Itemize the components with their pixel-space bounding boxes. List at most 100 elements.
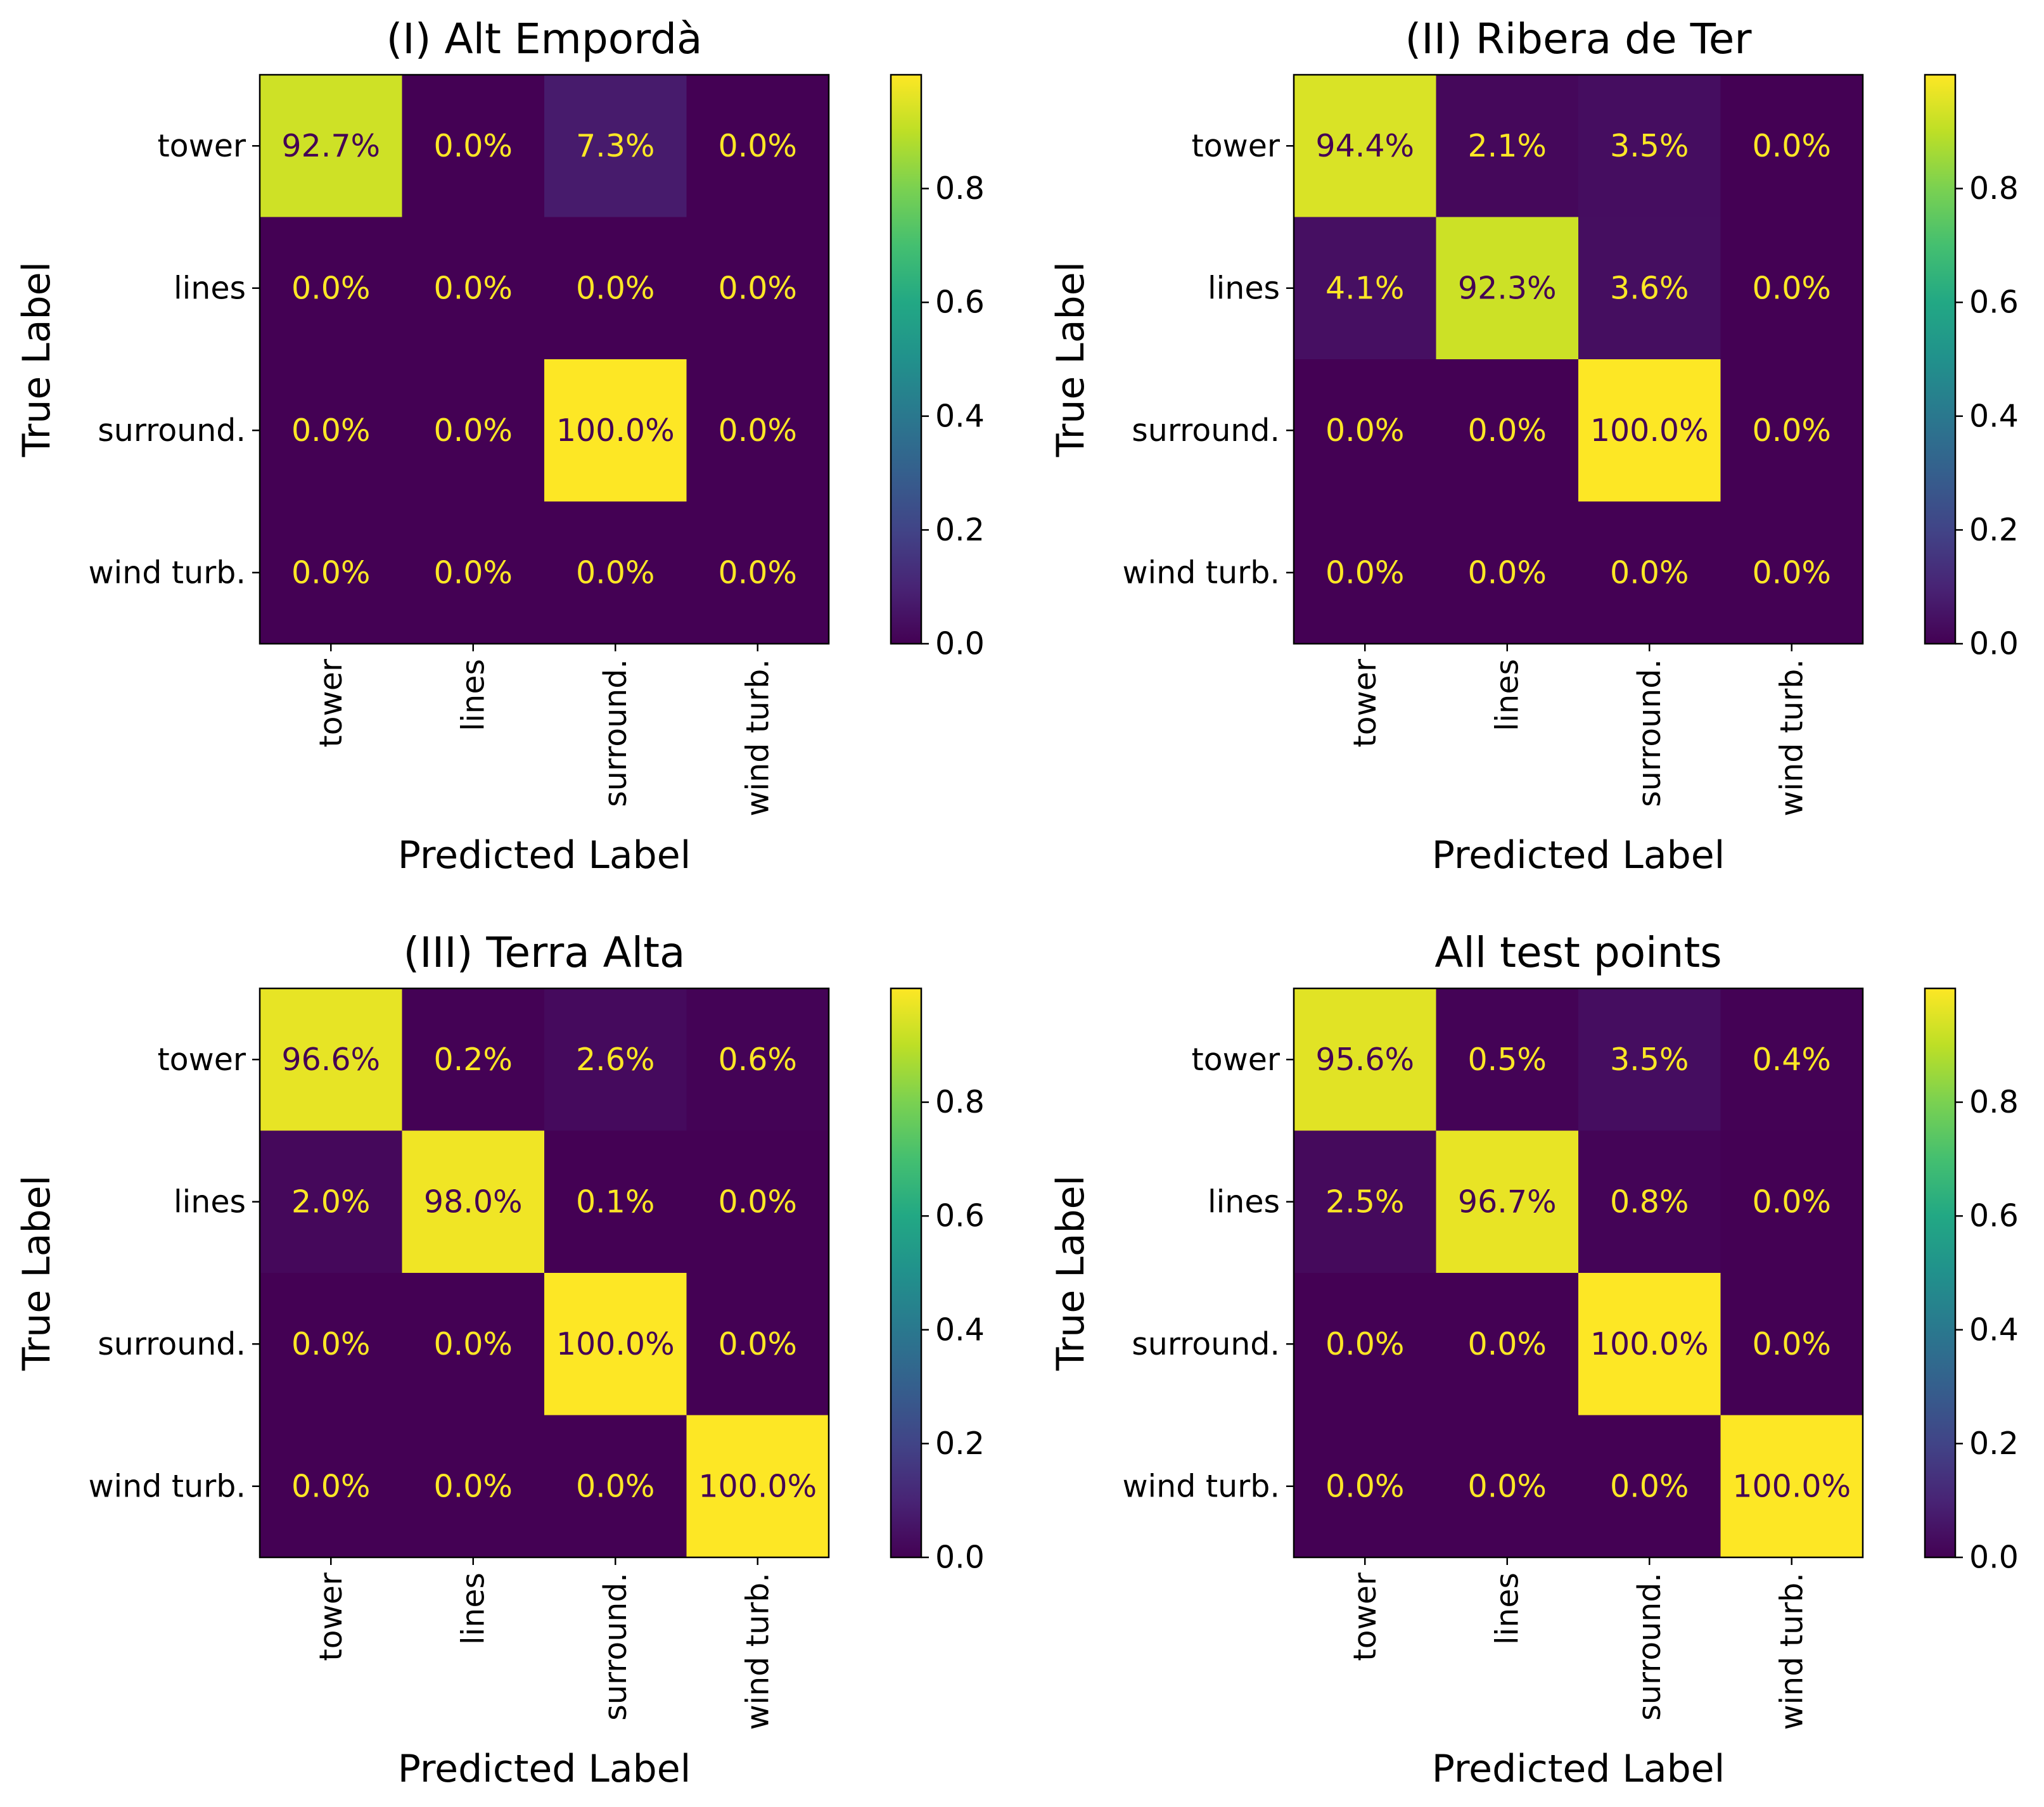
heatmap-cell — [402, 1130, 545, 1274]
heatmap-cell — [1720, 75, 1863, 218]
x-tick-label: surround. — [597, 659, 634, 807]
heatmap-cell — [1436, 1273, 1579, 1416]
x-tick-label: tower — [1347, 658, 1383, 747]
cell-value-label: 0.0% — [291, 1326, 371, 1362]
cell-value-label: 92.7% — [281, 128, 380, 164]
cell-value-label: 2.1% — [1468, 128, 1547, 164]
cell-value-label: 0.0% — [1610, 554, 1689, 591]
heatmap-cell — [544, 1130, 687, 1274]
heatmap-cell — [1436, 1130, 1579, 1274]
y-tick-label: tower — [157, 1042, 246, 1078]
cell-value-label: 0.0% — [576, 1468, 655, 1504]
cell-value-label: 0.0% — [719, 128, 798, 164]
heatmap-cell — [1720, 1130, 1863, 1274]
x-tick-label: lines — [455, 659, 491, 731]
heatmap-cell — [1720, 1273, 1863, 1416]
cell-value-label: 0.0% — [1753, 1184, 1832, 1220]
chart-title: (III) Terra Alta — [404, 928, 686, 977]
y-tick-label: surround. — [1132, 1326, 1280, 1362]
cell-value-label: 0.0% — [1610, 1468, 1689, 1504]
y-tick-label: tower — [1191, 128, 1280, 164]
heatmap-cell — [544, 217, 687, 360]
colorbar-tick-label: 0.6 — [1969, 284, 2019, 321]
confusion-matrix-panel: 96.6% 0.2% 2.6% 0.6% 2.0% 98.0% 0.1% 0.0% 0.0% 0.… — [15, 928, 985, 1791]
cell-value-label: 4.1% — [1325, 270, 1405, 306]
heatmap-cell — [1294, 988, 1437, 1132]
y-tick-label: lines — [1208, 1184, 1280, 1220]
heatmap-cell — [544, 1273, 687, 1416]
heatmap-cell — [260, 1415, 403, 1558]
cell-value-label: 0.0% — [1468, 1468, 1547, 1504]
heatmap-cell — [402, 75, 545, 218]
heatmap-cell — [1578, 1273, 1721, 1416]
y-tick-label: lines — [174, 270, 246, 306]
y-axis-label: True Label — [15, 1175, 59, 1371]
x-tick-label: surround. — [597, 1573, 634, 1721]
confusion-matrix-panel: 92.7% 0.0% 7.3% 0.0% 0.0% 0.0% 0.0% 0.0% 0.0% 0.0… — [15, 15, 985, 878]
heatmap-cell — [1720, 359, 1863, 502]
cell-value-label: 0.0% — [1468, 1326, 1547, 1362]
cell-value-label: 0.0% — [1325, 554, 1405, 591]
heatmap-cell — [1720, 501, 1863, 644]
heatmap-cell — [260, 501, 403, 644]
cell-value-label: 0.0% — [1753, 554, 1832, 591]
heatmap-cell — [1294, 1415, 1437, 1558]
colorbar-tick-label: 0.2 — [935, 1426, 985, 1462]
colorbar — [1924, 73, 1957, 645]
cell-value-label: 0.0% — [291, 412, 371, 449]
y-axis-label: True Label — [1049, 1175, 1093, 1371]
heatmap-cell — [1578, 75, 1721, 218]
colorbar-tick-label: 0.4 — [1969, 1312, 2019, 1348]
heatmap-cell — [1436, 1415, 1579, 1558]
heatmap-cell — [686, 1415, 829, 1558]
heatmap-cell — [402, 359, 545, 502]
heatmap-cell — [686, 988, 829, 1132]
chart-title: All test points — [1434, 928, 1721, 977]
colorbar-tick-label: 0.6 — [935, 284, 985, 321]
cell-value-label: 3.5% — [1610, 1042, 1689, 1078]
cell-value-label: 3.5% — [1610, 128, 1689, 164]
heatmap-cell — [1436, 217, 1579, 360]
colorbar-tick-label: 0.8 — [1969, 1084, 2019, 1120]
cell-value-label: 0.8% — [1610, 1184, 1689, 1220]
cell-value-label: 100.0% — [556, 1326, 675, 1362]
colorbar — [1924, 987, 1957, 1559]
plot-frame — [1293, 987, 1864, 1559]
y-tick-label: lines — [1208, 270, 1280, 306]
heatmap-cell — [1294, 501, 1437, 644]
x-tick-label: wind turb. — [739, 1573, 776, 1730]
heatmap-cell — [1436, 75, 1579, 218]
heatmap-cell — [260, 217, 403, 360]
heatmap-cell — [1578, 1130, 1721, 1274]
colorbar-tick-label: 0.2 — [935, 512, 985, 548]
x-tick-label: tower — [1347, 1572, 1383, 1661]
plot-frame — [259, 73, 830, 645]
chart-title: (I) Alt Empordà — [386, 15, 703, 63]
heatmap-cell — [686, 1273, 829, 1416]
heatmap-cell — [1436, 359, 1579, 502]
colorbar-tick-label: 0.6 — [1969, 1198, 2019, 1234]
colorbar-tick-label: 0.0 — [1969, 1540, 2019, 1576]
y-tick-label: tower — [1191, 1042, 1280, 1078]
heatmap-cell — [544, 988, 687, 1132]
heatmap-cell — [260, 359, 403, 502]
heatmap-cell — [1578, 988, 1721, 1132]
colorbar-tick-label: 0.2 — [1969, 512, 2019, 548]
cell-value-label: 92.3% — [1458, 270, 1557, 306]
heatmap-cell — [260, 1273, 403, 1416]
y-tick-label: surround. — [98, 1326, 246, 1362]
x-tick-label: wind turb. — [1773, 1573, 1810, 1730]
heatmap-cell — [260, 988, 403, 1132]
cell-value-label: 0.1% — [576, 1184, 655, 1220]
cell-value-label: 0.0% — [291, 1468, 371, 1504]
heatmap-cell — [260, 75, 403, 218]
colorbar-tick-label: 0.0 — [935, 1540, 985, 1576]
cell-value-label: 0.4% — [1753, 1042, 1832, 1078]
x-tick-label: surround. — [1632, 1573, 1668, 1721]
colorbar — [890, 73, 923, 645]
x-tick-label: wind turb. — [739, 659, 776, 817]
confusion-matrix-panel: 95.6% 0.5% 3.5% 0.4% 2.5% 96.7% 0.8% 0.0% 0.0% 0.… — [1049, 928, 2019, 1791]
x-tick-label: lines — [1489, 659, 1525, 731]
y-tick-label: wind turb. — [1122, 1468, 1280, 1504]
